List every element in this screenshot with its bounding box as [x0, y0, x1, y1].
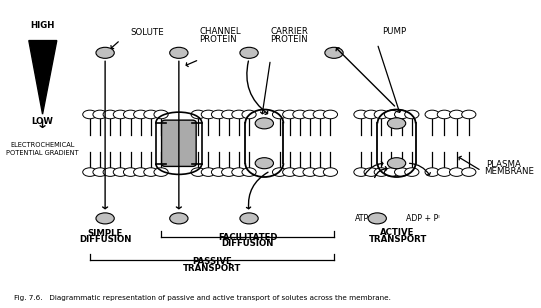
Circle shape [282, 168, 297, 176]
Circle shape [374, 168, 388, 176]
Circle shape [293, 110, 307, 119]
Circle shape [368, 213, 386, 224]
Circle shape [232, 110, 246, 119]
Circle shape [425, 168, 439, 176]
Circle shape [222, 168, 236, 176]
Text: POTENTIAL GRADIENT: POTENTIAL GRADIENT [6, 150, 79, 156]
Circle shape [134, 168, 148, 176]
Circle shape [354, 168, 368, 176]
Text: HIGH: HIGH [30, 21, 55, 30]
Circle shape [123, 168, 137, 176]
FancyBboxPatch shape [162, 120, 196, 166]
Circle shape [461, 168, 476, 176]
Circle shape [154, 168, 168, 176]
Circle shape [191, 110, 206, 119]
Text: ATP: ATP [355, 214, 369, 223]
Circle shape [212, 168, 226, 176]
Circle shape [255, 118, 273, 129]
Circle shape [394, 110, 409, 119]
Text: CHANNEL: CHANNEL [199, 27, 241, 36]
Circle shape [273, 110, 287, 119]
Circle shape [324, 168, 338, 176]
Circle shape [222, 110, 236, 119]
Circle shape [364, 110, 378, 119]
Text: ADP + Pᴵ: ADP + Pᴵ [406, 214, 440, 223]
Circle shape [303, 168, 317, 176]
Circle shape [450, 110, 464, 119]
Circle shape [154, 110, 168, 119]
Circle shape [113, 168, 128, 176]
Circle shape [405, 110, 419, 119]
Text: PROTEIN: PROTEIN [199, 35, 237, 44]
Circle shape [387, 118, 406, 129]
Circle shape [242, 110, 256, 119]
Circle shape [83, 168, 97, 176]
Circle shape [103, 110, 117, 119]
Circle shape [240, 47, 258, 58]
Circle shape [170, 213, 188, 224]
Circle shape [201, 110, 215, 119]
Text: DIFFUSION: DIFFUSION [79, 235, 131, 244]
Circle shape [293, 168, 307, 176]
Text: TRANSPORT: TRANSPORT [183, 264, 241, 273]
Circle shape [93, 168, 107, 176]
Circle shape [324, 110, 338, 119]
Circle shape [450, 168, 464, 176]
Circle shape [437, 110, 452, 119]
Circle shape [83, 110, 97, 119]
Text: FACILITATED: FACILITATED [218, 233, 278, 242]
Circle shape [232, 168, 246, 176]
Circle shape [201, 168, 215, 176]
Circle shape [364, 168, 378, 176]
Circle shape [103, 168, 117, 176]
Circle shape [144, 168, 158, 176]
Text: PLASMA: PLASMA [486, 160, 522, 169]
Circle shape [384, 110, 399, 119]
Text: TRANSPORT: TRANSPORT [368, 235, 427, 244]
Circle shape [273, 168, 287, 176]
Circle shape [437, 168, 452, 176]
Circle shape [144, 110, 158, 119]
Polygon shape [29, 41, 57, 114]
Circle shape [394, 168, 409, 176]
Circle shape [96, 47, 114, 58]
Circle shape [170, 47, 188, 58]
Circle shape [96, 213, 114, 224]
Circle shape [123, 110, 137, 119]
Text: MEMBRANE: MEMBRANE [484, 167, 534, 176]
Text: PUMP: PUMP [382, 27, 406, 36]
Circle shape [461, 110, 476, 119]
Circle shape [354, 110, 368, 119]
Circle shape [425, 110, 439, 119]
Circle shape [134, 110, 148, 119]
Circle shape [325, 47, 343, 58]
Circle shape [240, 213, 258, 224]
Text: SIMPLE: SIMPLE [88, 229, 123, 237]
Circle shape [384, 168, 399, 176]
Text: SOLUTE: SOLUTE [130, 28, 164, 37]
Circle shape [313, 168, 327, 176]
Circle shape [282, 110, 297, 119]
Circle shape [374, 110, 388, 119]
Circle shape [113, 110, 128, 119]
Circle shape [212, 110, 226, 119]
Text: ELECTROCHEMICAL: ELECTROCHEMICAL [10, 142, 75, 148]
Circle shape [191, 168, 206, 176]
Circle shape [303, 110, 317, 119]
Circle shape [242, 168, 256, 176]
Text: LOW: LOW [31, 117, 54, 126]
Text: Fig. 7.6.   Diagrammatic representation of passive and active transport of solut: Fig. 7.6. Diagrammatic representation of… [14, 295, 391, 301]
Circle shape [93, 110, 107, 119]
Text: PASSIVE: PASSIVE [192, 257, 232, 266]
Circle shape [255, 158, 273, 169]
Circle shape [405, 168, 419, 176]
Text: DIFFUSION: DIFFUSION [221, 239, 274, 248]
Circle shape [387, 158, 406, 169]
Text: ACTIVE: ACTIVE [380, 228, 415, 237]
Text: PROTEIN: PROTEIN [270, 35, 308, 44]
Text: CARRIER: CARRIER [270, 27, 308, 36]
Circle shape [313, 110, 327, 119]
